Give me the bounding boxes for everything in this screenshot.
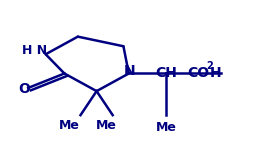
Text: Me: Me: [96, 119, 117, 132]
Text: H N: H N: [22, 44, 47, 57]
Text: N: N: [124, 64, 135, 78]
Text: Me: Me: [59, 119, 80, 132]
Text: H: H: [210, 66, 222, 80]
Text: 2: 2: [206, 61, 213, 71]
Text: O: O: [18, 82, 30, 96]
Text: Me: Me: [156, 121, 177, 134]
Text: CH: CH: [155, 66, 177, 80]
Text: CO: CO: [188, 66, 209, 80]
